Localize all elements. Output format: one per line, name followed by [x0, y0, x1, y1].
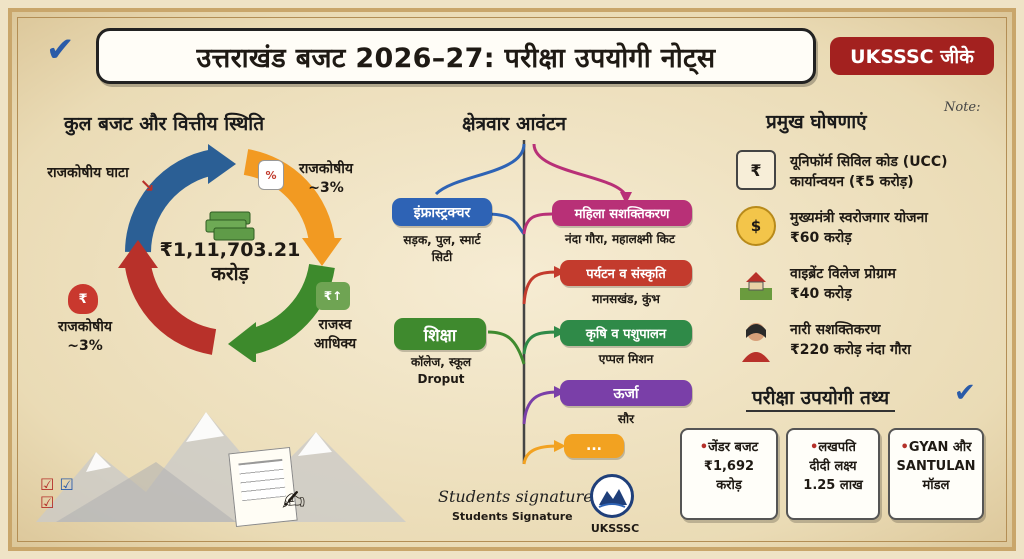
announcement-2-line2: ₹60 करोड़	[790, 230, 852, 246]
sub-tourism: मानसखंड, कुंभ	[592, 292, 660, 306]
announcement-3: वाइब्रेंट विलेज प्रोग्राम ₹40 करोड़	[790, 264, 896, 304]
declining-chart-icon: ↘	[139, 175, 155, 197]
fact-1-line2: ₹1,692	[703, 459, 755, 474]
announcement-4-line2: ₹220 करोड़ नंदा गौरा	[790, 342, 911, 358]
fiscal-bottom-left-label: राजकोषीय ~3%	[58, 319, 112, 354]
page-title-box: उत्तराखंड बजट 2026–27: परीक्षा उपयोगी नो…	[96, 28, 816, 84]
sub-women: नंदा गौरा, महालक्ष्मी किट	[565, 232, 675, 246]
signature-label: Students Signature	[452, 510, 573, 523]
cash-growth-icon: ₹↑	[316, 282, 350, 310]
pill-agriculture: कृषि व पशुपालन	[560, 320, 692, 346]
total-budget: ₹1,11,703.21 करोड़	[150, 238, 310, 286]
pill-more: ...	[564, 434, 624, 458]
announcement-3-line1: वाइब्रेंट विलेज प्रोग्राम	[790, 266, 896, 282]
money-stack-icon	[205, 211, 255, 241]
total-budget-unit: करोड़	[211, 263, 249, 285]
fiscal-deficit-label: राजकोषीय घाटा	[47, 165, 129, 181]
sub-agriculture: एप्पल मिशन	[598, 352, 654, 366]
check-icon: ✔	[46, 30, 75, 70]
facts-heading: परीक्षा उपयोगी तथ्य	[746, 384, 896, 412]
announcement-1-line2: कार्यान्वयन (₹5 करोड़)	[790, 174, 914, 190]
checkbox-icons: ☑ ☑ ☑	[40, 475, 74, 512]
fact-2-line3: 1.25 लाख	[803, 478, 863, 493]
hand-coin-icon: $	[736, 206, 776, 246]
facts-check-icon: ✔	[954, 378, 976, 408]
pill-infrastructure: इंफ्रास्ट्रक्चर	[392, 198, 492, 226]
budget-heading: कुल बजट और वित्तीय स्थिति	[64, 113, 265, 135]
woman-icon	[736, 318, 776, 362]
cycle-arrowhead-blue	[208, 144, 236, 184]
cycle-arrow-green	[246, 263, 335, 355]
fact-card-gyan-santulan: •GYAN और SANTULAN मॉडल	[888, 428, 984, 520]
fact-3-line3: मॉडल	[922, 478, 950, 493]
fact-3-line1: GYAN और	[908, 440, 972, 455]
fiscal-top-right-label: राजकोषीय ~3%	[299, 161, 353, 196]
cycle-arrow-blue	[125, 149, 217, 253]
budget-cycle-diagram	[118, 144, 342, 362]
sub-education: कॉलेज, स्कूल Droput	[410, 355, 472, 386]
announcement-3-line2: ₹40 करोड़	[790, 286, 852, 302]
cycle-arrow-red	[125, 263, 217, 355]
fact-1-line3: करोड़	[716, 478, 742, 493]
signature-script: Students signature	[438, 487, 593, 506]
fact-card-gender-budget: •जेंडर बजट ₹1,692 करोड़	[680, 428, 778, 520]
village-icon	[736, 262, 776, 302]
cycle-arrowhead-green	[228, 322, 256, 362]
announcement-2-line1: मुख्यमंत्री स्वरोजगार योजना	[790, 210, 928, 226]
ukssc-logo-text: UKSSSC	[590, 522, 640, 535]
sector-tree-lines	[434, 140, 632, 465]
fact-2-line2: दीदी लक्ष्य	[809, 459, 857, 474]
pill-education: शिक्षा	[394, 318, 486, 350]
sector-heading: क्षेत्रवार आवंटन	[462, 113, 567, 135]
money-bag-icon: ₹	[68, 284, 98, 314]
announcement-1: यूनिफॉर्म सिविल कोड (UCC) कार्यान्वयन (₹…	[790, 152, 948, 192]
ukssc-logo-icon	[590, 474, 634, 518]
sub-energy: सौर	[617, 412, 635, 426]
page-title: उत्तराखंड बजट 2026–27: परीक्षा उपयोगी नो…	[196, 42, 716, 74]
cycle-arrowhead-red	[118, 240, 158, 268]
fact-1-line1: जेंडर बजट	[708, 440, 759, 455]
revenue-surplus-label: राजस्व आधिक्य	[313, 317, 357, 352]
fact-2-line1: लखपति	[818, 440, 856, 455]
announcement-4-line1: नारी सशक्तिकरण	[790, 322, 881, 338]
sub-infrastructure: सड़क, पुल, स्मार्ट सिटी	[403, 233, 481, 264]
exam-badge: UKSSSC जीके	[830, 37, 994, 75]
mountains-illustration	[36, 412, 406, 522]
note-scribble: Note:	[944, 100, 981, 115]
fact-3-line2: SANTULAN	[896, 459, 976, 474]
bank-icon: ₹	[736, 150, 776, 190]
total-budget-amount: ₹1,11,703.21	[159, 239, 301, 261]
announcement-4: नारी सशक्तिकरण ₹220 करोड़ नंदा गौरा	[790, 320, 911, 360]
pill-energy: ऊर्जा	[560, 380, 692, 406]
announcement-1-line1: यूनिफॉर्म सिविल कोड (UCC)	[790, 154, 948, 170]
cycle-arrowhead-orange	[302, 238, 342, 266]
announcement-2: मुख्यमंत्री स्वरोजगार योजना ₹60 करोड़	[790, 208, 928, 248]
pen-hand-icon: ✍	[282, 484, 306, 517]
announcements-heading: प्रमुख घोषणाएं	[766, 111, 867, 133]
pill-tourism: पर्यटन व संस्कृति	[560, 260, 692, 286]
report-icon: %	[258, 160, 284, 190]
fact-card-lakhpati: •लखपति दीदी लक्ष्य 1.25 लाख	[786, 428, 880, 520]
pill-women: महिला सशक्तिकरण	[552, 200, 692, 226]
